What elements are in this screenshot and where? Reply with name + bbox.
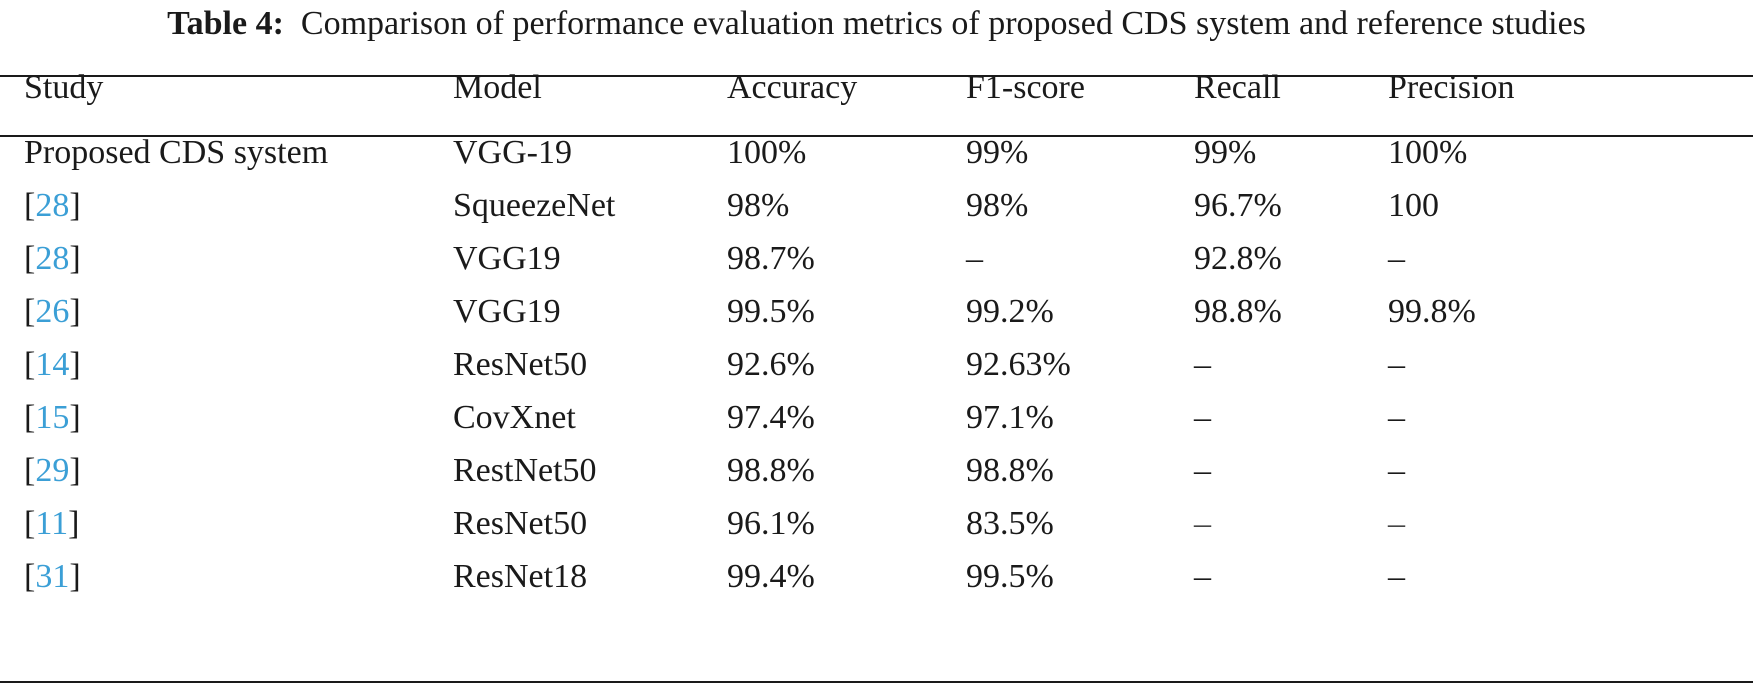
reference-link[interactable]: 31 [35,558,70,595]
cell-precision: – [1388,452,1405,489]
bracket-close: ] [69,452,81,489]
bracket-open: [ [24,452,36,489]
cell-precision: 100 [1388,187,1439,224]
cell-accuracy: 100% [727,134,807,171]
cell-study: [31] [24,557,81,597]
cell-recall: – [1194,505,1211,542]
cell-precision: 99.8% [1388,293,1476,330]
reference-link[interactable]: 15 [35,399,70,436]
cell-model: VGG-19 [453,134,572,171]
cell-accuracy: 98.7% [727,240,815,277]
bracket-open: [ [24,346,36,383]
reference-link[interactable]: 11 [35,505,69,542]
cell-accuracy: 92.6% [727,346,815,383]
cell-study: [26] [24,292,81,332]
header-model: Model [453,69,542,106]
bracket-close: ] [69,558,81,595]
cell-f1-score: 97.1% [966,399,1054,436]
top-rule [0,75,1753,77]
cell-study: [28] [24,186,81,226]
bracket-open: [ [24,293,36,330]
cell-study: Proposed CDS system [24,134,329,171]
cell-f1-score: 99.5% [966,558,1054,595]
cell-accuracy: 96.1% [727,505,815,542]
header-study: Study [24,69,104,106]
cell-model: ResNet50 [453,505,588,542]
cell-precision: – [1388,399,1405,436]
reference-link[interactable]: 28 [35,240,70,277]
header-precision: Precision [1388,69,1515,106]
cell-accuracy: 98.8% [727,452,815,489]
caption-text: Comparison of performance evaluation met… [300,5,1586,42]
bracket-open: [ [24,399,36,436]
cell-recall: 96.7% [1194,187,1282,224]
cell-study: [11] [24,504,79,544]
cell-model: SqueezeNet [453,187,616,224]
cell-recall: – [1194,346,1211,383]
cell-model: ResNet18 [453,558,588,595]
bracket-close: ] [69,240,81,277]
bottom-rule [0,681,1753,683]
bracket-open: [ [24,240,36,277]
cell-accuracy: 97.4% [727,399,815,436]
cell-recall: – [1194,452,1211,489]
cell-f1-score: 92.63% [966,346,1071,383]
cell-study: [28] [24,239,81,279]
cell-f1-score: 83.5% [966,505,1054,542]
bracket-close: ] [69,293,81,330]
bracket-open: [ [24,187,36,224]
reference-link[interactable]: 29 [35,452,70,489]
cell-accuracy: 99.4% [727,558,815,595]
header-recall: Recall [1194,69,1281,106]
cell-precision: 100% [1388,134,1468,171]
cell-recall: 98.8% [1194,293,1282,330]
reference-link[interactable]: 14 [35,346,70,383]
cell-recall: 92.8% [1194,240,1282,277]
header-f1-score: F1-score [966,69,1085,106]
caption-label: Table 4: [167,5,284,42]
table-caption: Table 4: Comparison of performance evalu… [0,2,1753,46]
cell-model: ResNet50 [453,346,588,383]
bracket-open: [ [24,505,36,542]
cell-recall: – [1194,399,1211,436]
cell-model: VGG19 [453,240,561,277]
reference-link[interactable]: 28 [35,187,70,224]
bracket-close: ] [69,399,81,436]
cell-recall: – [1194,558,1211,595]
cell-precision: – [1388,505,1405,542]
header-rule [0,135,1753,137]
cell-study: [15] [24,398,81,438]
reference-link[interactable]: 26 [35,293,70,330]
header-accuracy: Accuracy [727,69,858,106]
cell-f1-score: 99.2% [966,293,1054,330]
cell-precision: – [1388,346,1405,383]
bracket-close: ] [68,505,80,542]
cell-f1-score: 99% [966,134,1029,171]
cell-f1-score: 98.8% [966,452,1054,489]
cell-study: [29] [24,451,81,491]
cell-model: VGG19 [453,293,561,330]
bracket-close: ] [69,346,81,383]
bracket-open: [ [24,558,36,595]
cell-f1-score: – [966,240,983,277]
cell-model: RestNet50 [453,452,597,489]
cell-precision: – [1388,558,1405,595]
cell-study: [14] [24,345,81,385]
cell-accuracy: 99.5% [727,293,815,330]
cell-precision: – [1388,240,1405,277]
cell-f1-score: 98% [966,187,1029,224]
cell-recall: 99% [1194,134,1257,171]
bracket-close: ] [69,187,81,224]
cell-model: CovXnet [453,399,576,436]
cell-accuracy: 98% [727,187,790,224]
